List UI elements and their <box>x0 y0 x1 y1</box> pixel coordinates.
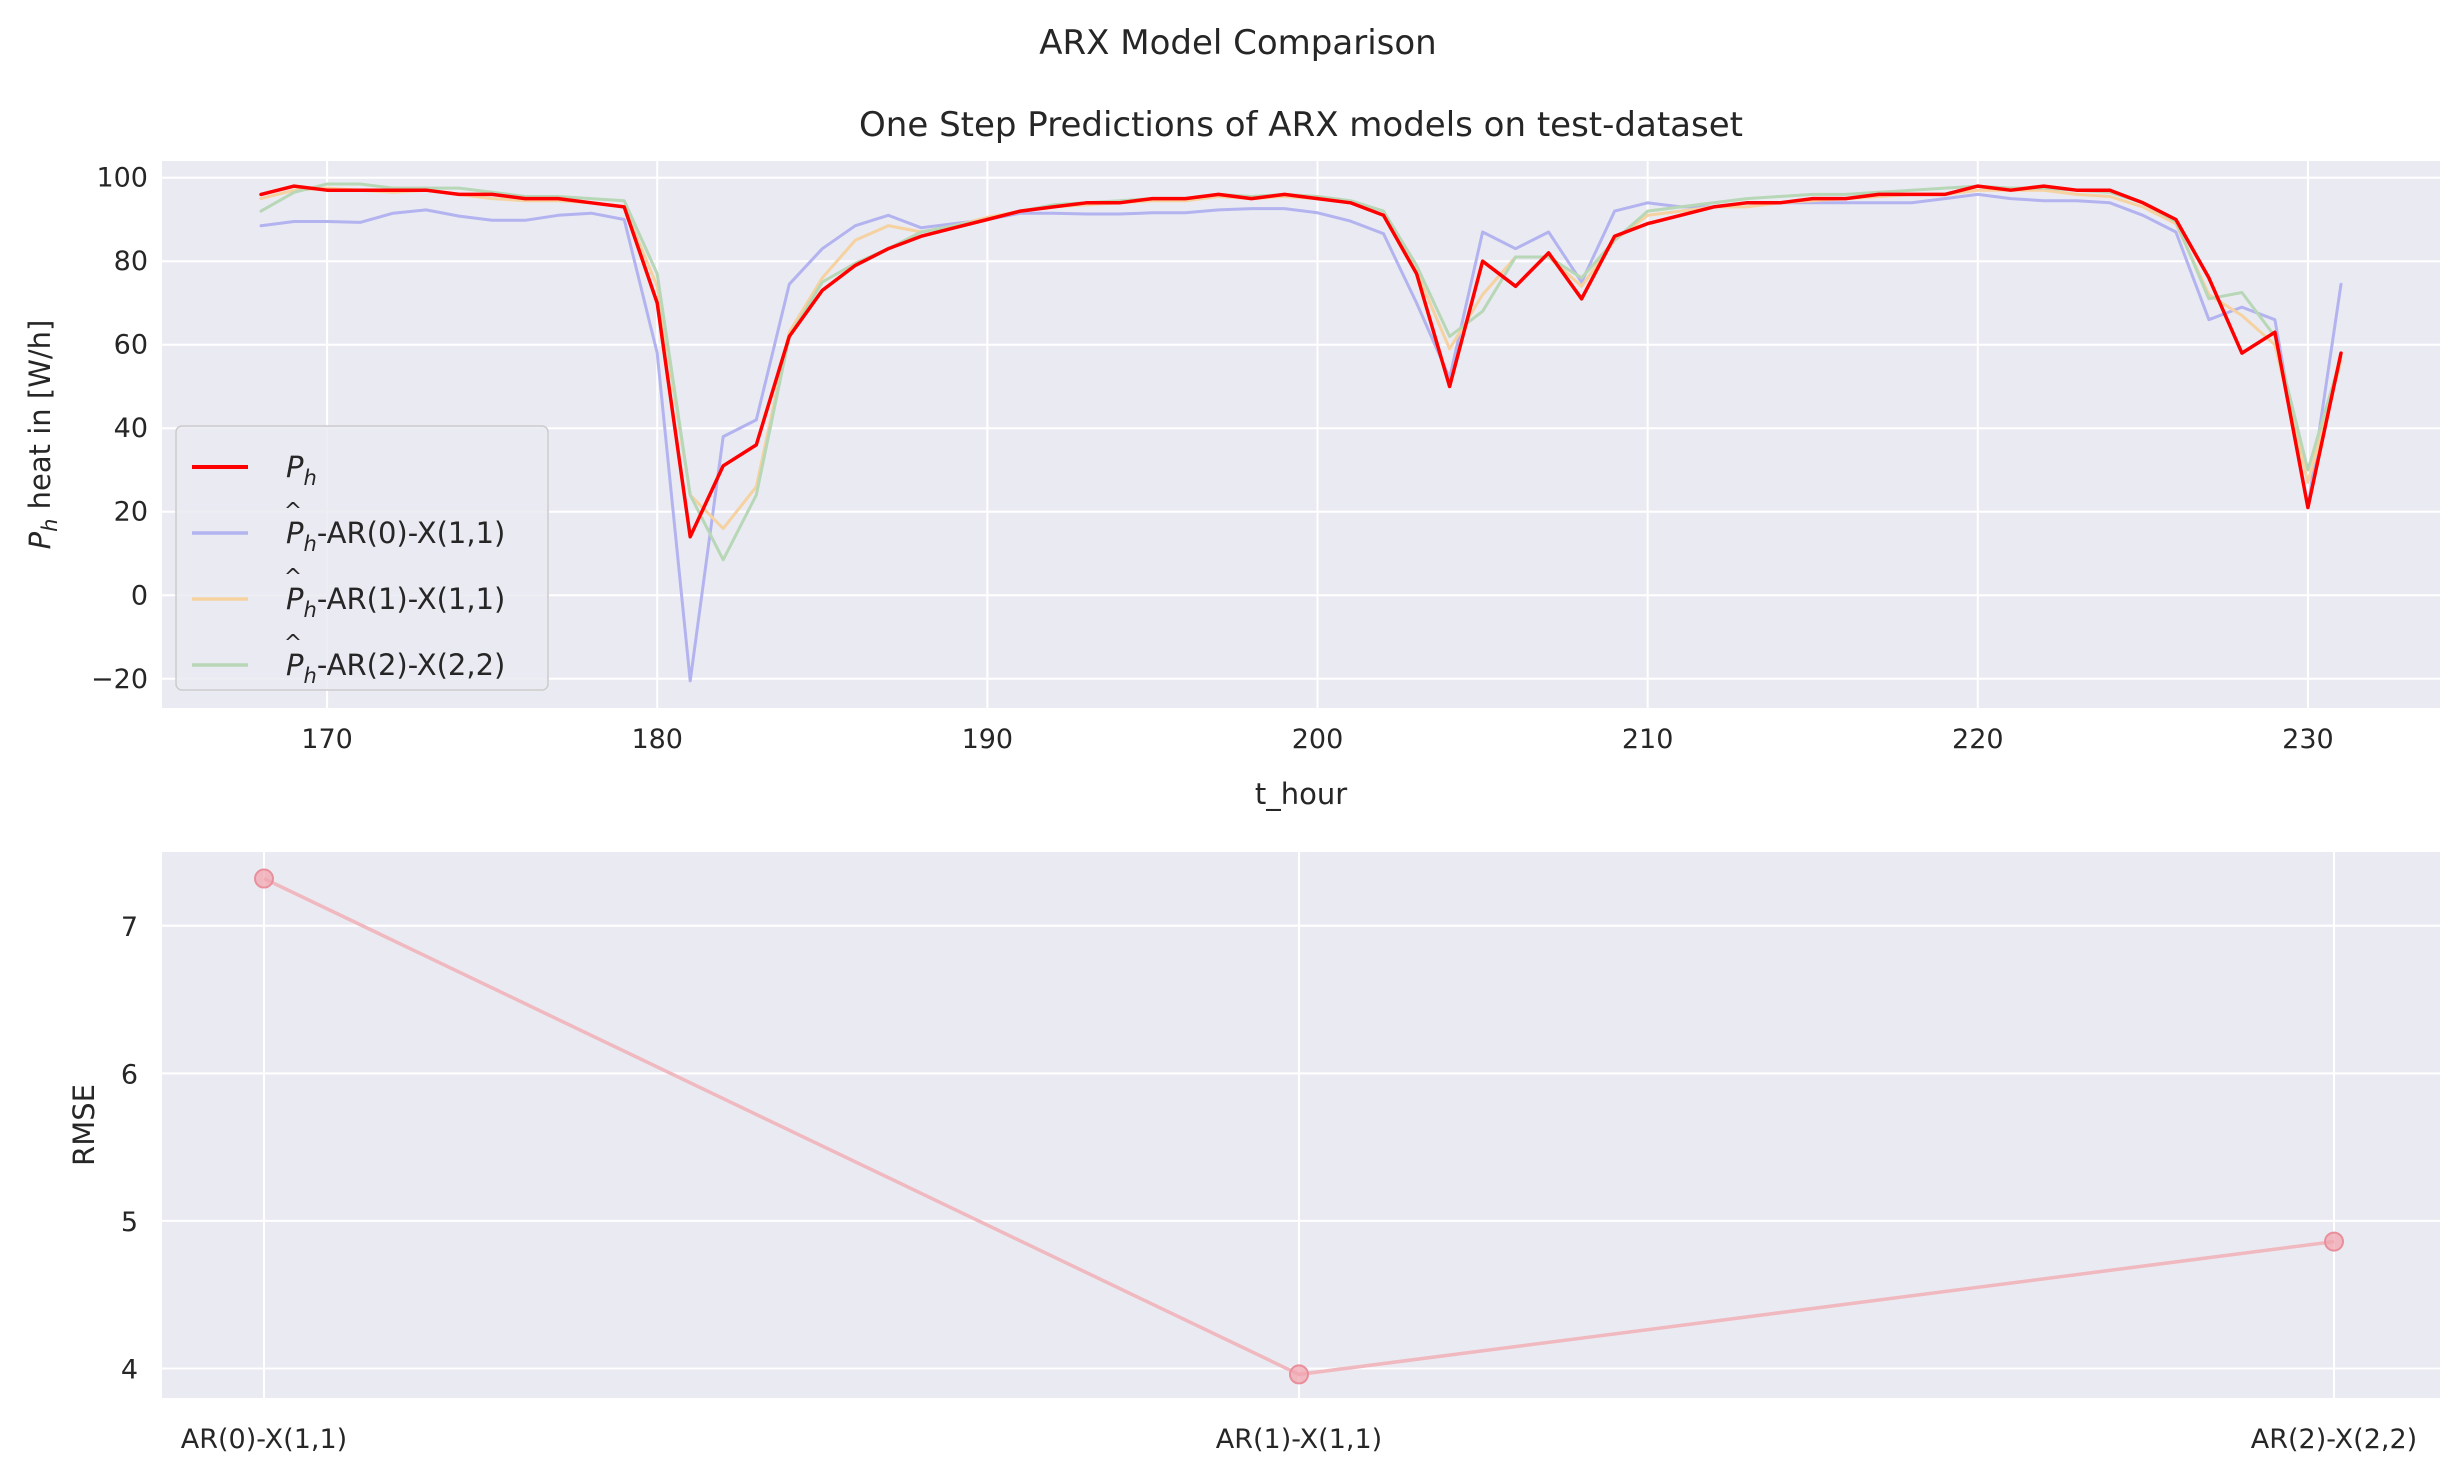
series-line-0 <box>259 184 2343 539</box>
bottom-y-tick-label: 4 <box>121 1354 138 1385</box>
top-y-axis-label: Ph heat in [W/h] <box>23 320 62 550</box>
top-chart: 170 180 190 200 210 220 230 −20 0 20 40 60 80 100 On… <box>23 105 2440 811</box>
top-x-tick-label: 180 <box>631 724 683 755</box>
legend-label: Ph-AR(2)-X(2,2) <box>286 648 505 688</box>
top-x-ticks: 170 180 190 200 210 220 230 <box>301 724 2333 755</box>
top-x-axis-label: t_hour <box>1255 777 1347 811</box>
legend-label-main: P <box>286 450 304 484</box>
legend-label-rest: -AR(2)-X(2,2) <box>317 648 506 682</box>
rmse-point <box>2324 1231 2344 1252</box>
top-y-tick-label: 20 <box>114 497 148 528</box>
bottom-chart: AR(0)-X(1,1) AR(1)-X(1,1) AR(2)-X(2,2) 4 5 6… <box>67 852 2440 1455</box>
legend-label: Ph-AR(0)-X(1,1) <box>286 516 505 556</box>
legend-label-rest: -AR(1)-X(1,1) <box>317 582 506 616</box>
bottom-y-axis-label: RMSE <box>67 1084 101 1166</box>
bottom-series <box>254 868 2344 1385</box>
legend-entry-2: Ph-AR(1)-X(1,1)^ <box>192 565 505 622</box>
top-series-lines <box>259 182 2343 683</box>
rmse-point <box>1289 1364 1309 1385</box>
top-x-tick-label: 170 <box>301 724 353 755</box>
bottom-y-tick-label: 6 <box>121 1059 138 1090</box>
bottom-x-ticks: AR(0)-X(1,1) AR(1)-X(1,1) AR(2)-X(2,2) <box>181 1424 2417 1455</box>
series-line-1 <box>259 192 2343 683</box>
top-y-ticks: −20 0 20 40 60 80 100 <box>91 163 148 695</box>
legend-label-main: P <box>286 516 304 550</box>
bottom-plot-area <box>162 852 2440 1398</box>
bottom-y-ticks: 4 5 6 7 <box>121 912 138 1386</box>
top-y-tick-label: −20 <box>91 664 148 695</box>
top-x-tick-label: 230 <box>2282 724 2334 755</box>
bottom-x-tick-label: AR(0)-X(1,1) <box>181 1424 347 1455</box>
top-y-tick-label: 60 <box>114 330 148 361</box>
hat-accent: ^ <box>284 499 302 524</box>
legend-label-main: P <box>286 648 304 682</box>
top-y-tick-label: 80 <box>114 246 148 277</box>
top-x-tick-label: 210 <box>1622 724 1674 755</box>
top-legend: PhPh-AR(0)-X(1,1)^Ph-AR(1)-X(1,1)^Ph-AR(… <box>175 425 549 691</box>
legend-label-sub: h <box>304 664 317 688</box>
bottom-x-tick-label: AR(2)-X(2,2) <box>2251 1424 2417 1455</box>
legend-label-sub: h <box>304 466 317 490</box>
bottom-x-tick-label: AR(1)-X(1,1) <box>1216 1424 1382 1455</box>
top-y-tick-label: 40 <box>114 413 148 444</box>
hat-accent: ^ <box>284 631 302 656</box>
bottom-y-tick-label: 5 <box>121 1207 138 1238</box>
legend-label-main: P <box>286 582 304 616</box>
legend-label: Ph-AR(1)-X(1,1) <box>286 582 505 622</box>
legend-entry-3: Ph-AR(2)-X(2,2)^ <box>192 631 505 688</box>
bottom-y-tick-label: 7 <box>121 912 138 943</box>
legend-label-rest: -AR(0)-X(1,1) <box>317 516 506 550</box>
top-x-tick-label: 190 <box>962 724 1014 755</box>
legend-entry-1: Ph-AR(0)-X(1,1)^ <box>192 499 505 556</box>
legend-box <box>175 425 549 691</box>
legend-label: Ph <box>286 450 317 490</box>
legend-label-sub: h <box>304 598 317 622</box>
rmse-point <box>254 868 274 889</box>
top-chart-title: One Step Predictions of ARX models on te… <box>859 105 1743 145</box>
legend-entry-0: Ph <box>192 450 317 490</box>
hat-accent: ^ <box>284 565 302 590</box>
top-x-tick-label: 200 <box>1292 724 1344 755</box>
legend-label-sub: h <box>304 532 317 556</box>
top-x-tick-label: 220 <box>1952 724 2004 755</box>
bottom-grid <box>162 852 2440 1398</box>
figure-suptitle: ARX Model Comparison <box>1039 23 1436 63</box>
top-y-tick-label: 0 <box>131 580 148 611</box>
top-y-tick-label: 100 <box>96 163 148 194</box>
